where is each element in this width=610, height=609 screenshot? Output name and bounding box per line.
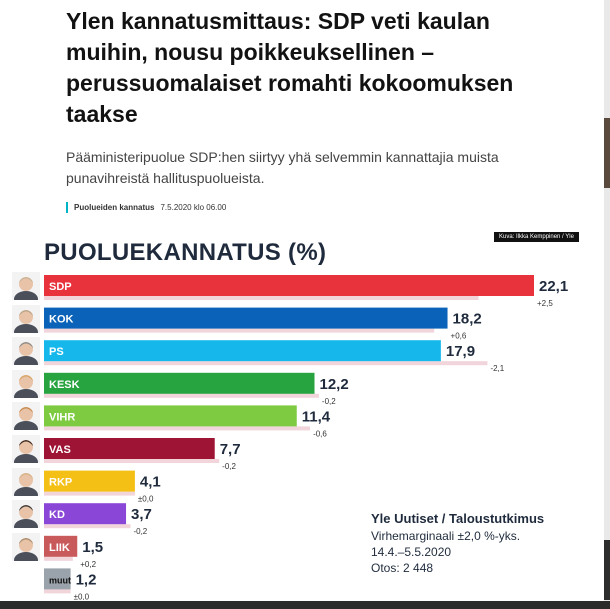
previous-bar xyxy=(44,459,220,463)
portrait-icon xyxy=(12,467,40,496)
party-label: SDP xyxy=(49,281,72,293)
article-meta: Puolueiden kannatus 7.5.2020 klo 06.00 xyxy=(66,201,226,213)
side-thumbnail xyxy=(604,540,610,600)
change-label: -0,2 xyxy=(133,527,147,536)
previous-bar xyxy=(44,426,311,431)
change-label: +0,6 xyxy=(451,332,467,341)
portrait-icon xyxy=(12,402,40,431)
value-label: 12,2 xyxy=(319,376,348,393)
value-label: 17,9 xyxy=(446,343,475,360)
value-label: 1,5 xyxy=(82,539,103,556)
bar xyxy=(44,438,215,459)
change-label: -2,1 xyxy=(490,364,504,373)
politician-avatar xyxy=(12,402,40,431)
photo-credit: Kuva: Ilkka Kemppinen / Yle xyxy=(494,232,579,242)
value-label: 18,2 xyxy=(453,311,482,328)
bar xyxy=(44,340,441,362)
portrait-icon xyxy=(12,500,40,529)
value-label: 22,1 xyxy=(539,278,568,295)
previous-bar xyxy=(44,328,435,333)
previous-bar xyxy=(44,589,71,594)
article-lead: Pääministeripuolue SDP:hen siirtyy yhä s… xyxy=(66,149,499,186)
change-label: +0,2 xyxy=(80,560,96,569)
politician-avatar xyxy=(12,467,40,496)
portrait-icon xyxy=(12,435,40,463)
change-label: ±0,0 xyxy=(138,495,154,504)
politician-avatar xyxy=(12,272,40,300)
source-info: Yle Uutiset / Taloustutkimus Virhemargin… xyxy=(371,511,544,576)
previous-bar xyxy=(44,361,488,366)
sample-size: Otos: 2 448 xyxy=(371,561,434,575)
politician-avatar xyxy=(12,337,40,366)
portrait-icon xyxy=(12,304,40,333)
politician-avatar xyxy=(12,304,40,333)
previous-bar xyxy=(44,491,135,496)
article-date: 7.5.2020 klo 06.00 xyxy=(160,202,227,212)
source-title: Yle Uutiset / Taloustutkimus xyxy=(371,511,545,526)
politician-avatar xyxy=(12,369,40,398)
portrait-icon xyxy=(12,532,40,561)
bar xyxy=(44,372,315,394)
bar xyxy=(44,503,127,525)
bar xyxy=(44,405,297,427)
politician-avatar xyxy=(12,500,40,529)
article-category-link[interactable]: Puolueiden kannatus xyxy=(74,202,155,212)
previous-bar xyxy=(44,524,131,529)
party-label: VIHR xyxy=(49,411,75,423)
bar xyxy=(44,568,71,590)
bar xyxy=(44,307,448,329)
bar-chart: SDP 22,1 +2,5 KOK 18,2 +0,6 PS 17,9 -2,1 KESK 12,2… xyxy=(44,275,568,600)
politician-avatar xyxy=(12,532,40,561)
portrait-icon xyxy=(12,369,40,398)
survey-period: 14.4.–5.5.2020 xyxy=(371,545,452,559)
value-label: 7,7 xyxy=(220,441,241,458)
margin-of-error: Virhemarginaali ±2,0 %-yks. xyxy=(371,529,521,543)
side-thumbnail xyxy=(604,118,610,188)
category-marker xyxy=(66,201,68,213)
change-label: -0,6 xyxy=(313,429,327,438)
bar xyxy=(44,535,78,557)
party-label: KOK xyxy=(49,314,74,326)
value-label: 1,2 xyxy=(76,571,97,588)
previous-bar xyxy=(44,296,479,300)
party-label: KESK xyxy=(49,379,80,391)
value-label: 11,4 xyxy=(302,408,331,425)
portrait-icon xyxy=(12,337,40,366)
bottom-bar xyxy=(0,601,610,609)
change-label: -0,2 xyxy=(322,397,336,406)
previous-bar xyxy=(44,393,319,398)
change-label: +2,5 xyxy=(537,299,553,308)
value-label: 3,7 xyxy=(131,506,152,523)
party-label: KD xyxy=(49,509,65,521)
politician-avatar xyxy=(12,435,40,463)
article-headline: Ylen kannatusmittaus: SDP veti kaulan mu… xyxy=(66,8,514,127)
party-label: LIIK xyxy=(49,542,70,554)
party-label: muut xyxy=(49,575,71,585)
portrait-icon xyxy=(12,272,40,300)
party-label: PS xyxy=(49,346,64,358)
bar xyxy=(44,470,135,492)
previous-bar xyxy=(44,556,73,561)
party-label: RKP xyxy=(49,477,72,489)
change-label: -0,2 xyxy=(222,462,236,471)
chart-title: PUOLUEKANNATUS (%) xyxy=(44,239,327,266)
change-label: ±0,0 xyxy=(74,592,90,600)
party-label: VAS xyxy=(49,444,71,456)
value-label: 4,1 xyxy=(140,474,161,491)
bar xyxy=(44,275,534,296)
page-right-edge xyxy=(604,0,610,609)
